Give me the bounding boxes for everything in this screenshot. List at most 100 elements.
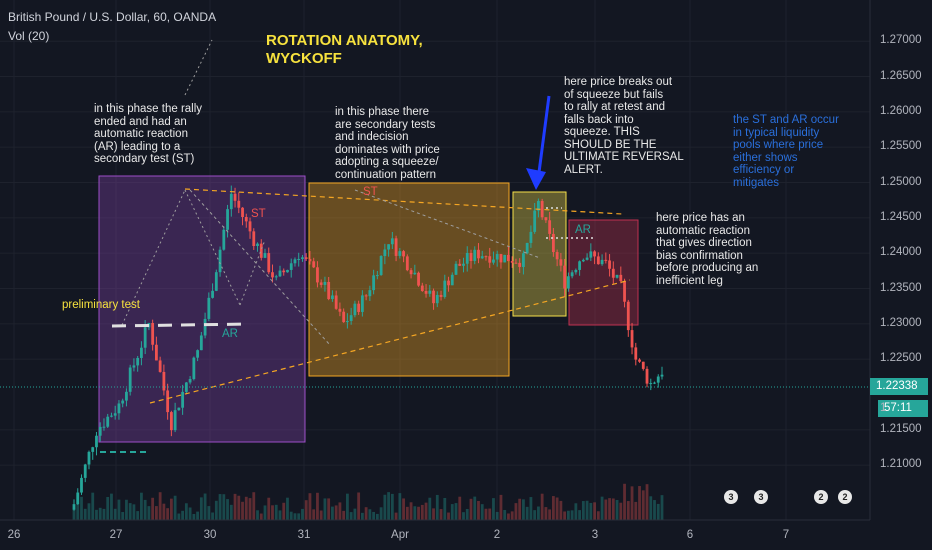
volume-bar — [76, 494, 80, 520]
candle — [477, 243, 480, 264]
event-badge-4[interactable]: 2 — [838, 490, 852, 504]
volume-bar — [488, 508, 492, 520]
candle-body — [304, 257, 308, 259]
candle-body — [596, 256, 600, 265]
volume-bar — [121, 512, 125, 520]
candle — [540, 198, 544, 220]
candle — [604, 252, 608, 264]
volume-bar — [566, 510, 570, 520]
wyckoff-path-3 — [239, 239, 266, 306]
candle-body — [331, 295, 334, 300]
label-ar-2: AR — [575, 224, 591, 236]
candle — [218, 246, 222, 277]
candle-body — [95, 435, 98, 448]
volume-bar — [469, 498, 473, 520]
volume-bar — [338, 502, 342, 520]
volume-bar — [95, 509, 98, 520]
candle — [181, 384, 185, 415]
wedge-line-upper — [354, 189, 541, 259]
candle-body — [177, 407, 181, 411]
candle — [578, 260, 582, 276]
candle — [173, 402, 177, 433]
candle-body — [581, 259, 585, 262]
time-axis-tick: 3 — [591, 529, 599, 541]
volume-bar — [297, 513, 301, 520]
candle-body — [327, 281, 331, 300]
volume-bar — [222, 494, 226, 520]
candle-body — [634, 347, 638, 360]
candle — [641, 361, 645, 371]
candle-body — [87, 451, 91, 465]
event-badge-3[interactable]: 2 — [814, 490, 828, 504]
event-badge-2[interactable]: 3 — [754, 490, 768, 504]
volume-bar — [387, 492, 390, 520]
volume-indicator-label[interactable]: Vol (20) — [8, 29, 50, 43]
candle-body — [630, 330, 634, 348]
note-st-ar: the ST and AR occur in typical liquidity… — [733, 114, 839, 189]
candle-body — [364, 295, 368, 297]
price-axis-tick: 1.25000 — [880, 175, 922, 188]
volume-bar — [518, 498, 522, 520]
time-axis-tick: 7 — [782, 529, 790, 541]
volume-bar — [653, 500, 656, 520]
volume-bars — [72, 483, 664, 520]
volume-bar — [473, 496, 477, 520]
candle-body — [398, 251, 402, 256]
candle — [420, 282, 424, 292]
candle-body — [91, 447, 95, 452]
volume-bar — [360, 512, 364, 520]
candle — [405, 254, 409, 272]
candle — [211, 283, 214, 299]
volume-bar — [641, 490, 645, 520]
volume-bar — [432, 508, 435, 520]
candle — [435, 291, 439, 308]
candle — [656, 374, 660, 388]
symbol-header[interactable]: British Pound / U.S. Dollar, 60, OANDA — [8, 10, 217, 24]
candle-body — [529, 231, 533, 243]
candle — [615, 274, 619, 279]
candle — [544, 217, 548, 223]
candle — [630, 322, 634, 355]
volume-bar — [162, 503, 166, 520]
candle — [454, 261, 458, 276]
note-phase1: in this phase the rally ended and had an… — [94, 103, 203, 165]
support-line — [149, 279, 631, 404]
candle-body — [518, 262, 522, 267]
candle — [312, 257, 316, 269]
volume-bar — [638, 486, 641, 520]
candle-body — [484, 256, 488, 258]
candle-body — [465, 252, 469, 264]
candle — [473, 246, 477, 265]
candle — [537, 198, 540, 218]
volume-bar — [278, 510, 282, 520]
candle-body — [188, 379, 192, 383]
volume-bar — [83, 508, 87, 520]
candle — [432, 288, 435, 310]
candle — [462, 257, 465, 273]
volume-bar — [301, 508, 304, 520]
label-st-2: ST — [363, 186, 378, 198]
candle — [458, 259, 462, 266]
volume-bar — [619, 502, 623, 520]
candle-body — [458, 263, 462, 266]
event-badge-1[interactable]: 3 — [724, 490, 738, 504]
candle-body — [162, 371, 166, 391]
volume-bar — [263, 505, 267, 520]
phase-box-purple — [98, 175, 306, 443]
candle — [117, 400, 121, 420]
volume-bar — [563, 511, 567, 520]
candle — [510, 256, 514, 268]
candle-body — [641, 361, 645, 369]
candle-body — [409, 270, 413, 275]
volume-bar — [424, 502, 428, 520]
candle-body — [203, 318, 207, 336]
candle-body — [256, 243, 259, 247]
candle — [499, 253, 503, 269]
countdown-label: 57:11 — [878, 400, 928, 417]
volume-bar — [390, 493, 394, 520]
candle — [327, 277, 331, 301]
price-axis-tick: 1.21500 — [880, 422, 922, 435]
volume-bar — [462, 512, 465, 520]
candle-body — [443, 280, 447, 297]
